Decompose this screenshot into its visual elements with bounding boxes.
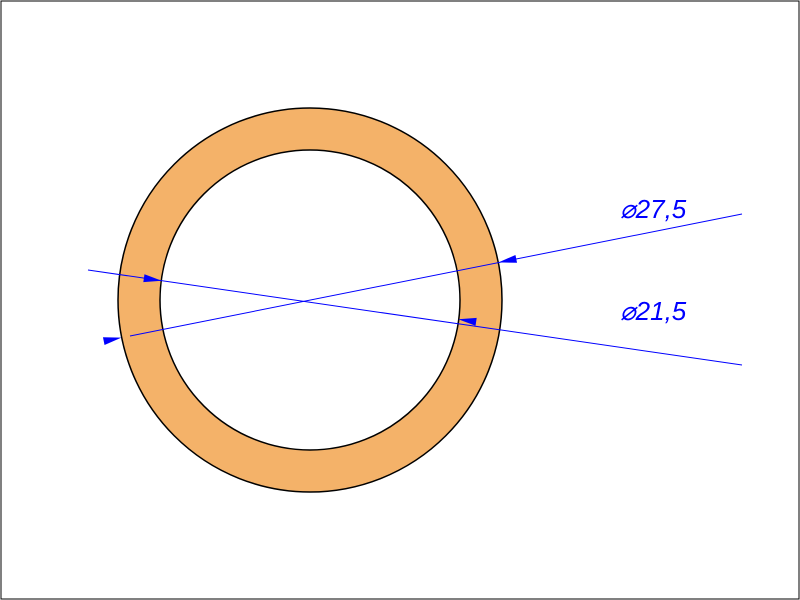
dimension-label-outer: ⌀27,5 — [620, 194, 687, 224]
dimension-arrowhead — [103, 334, 122, 345]
dimension-label-inner: ⌀21,5 — [620, 296, 687, 326]
dimension-arrowhead — [498, 255, 517, 266]
